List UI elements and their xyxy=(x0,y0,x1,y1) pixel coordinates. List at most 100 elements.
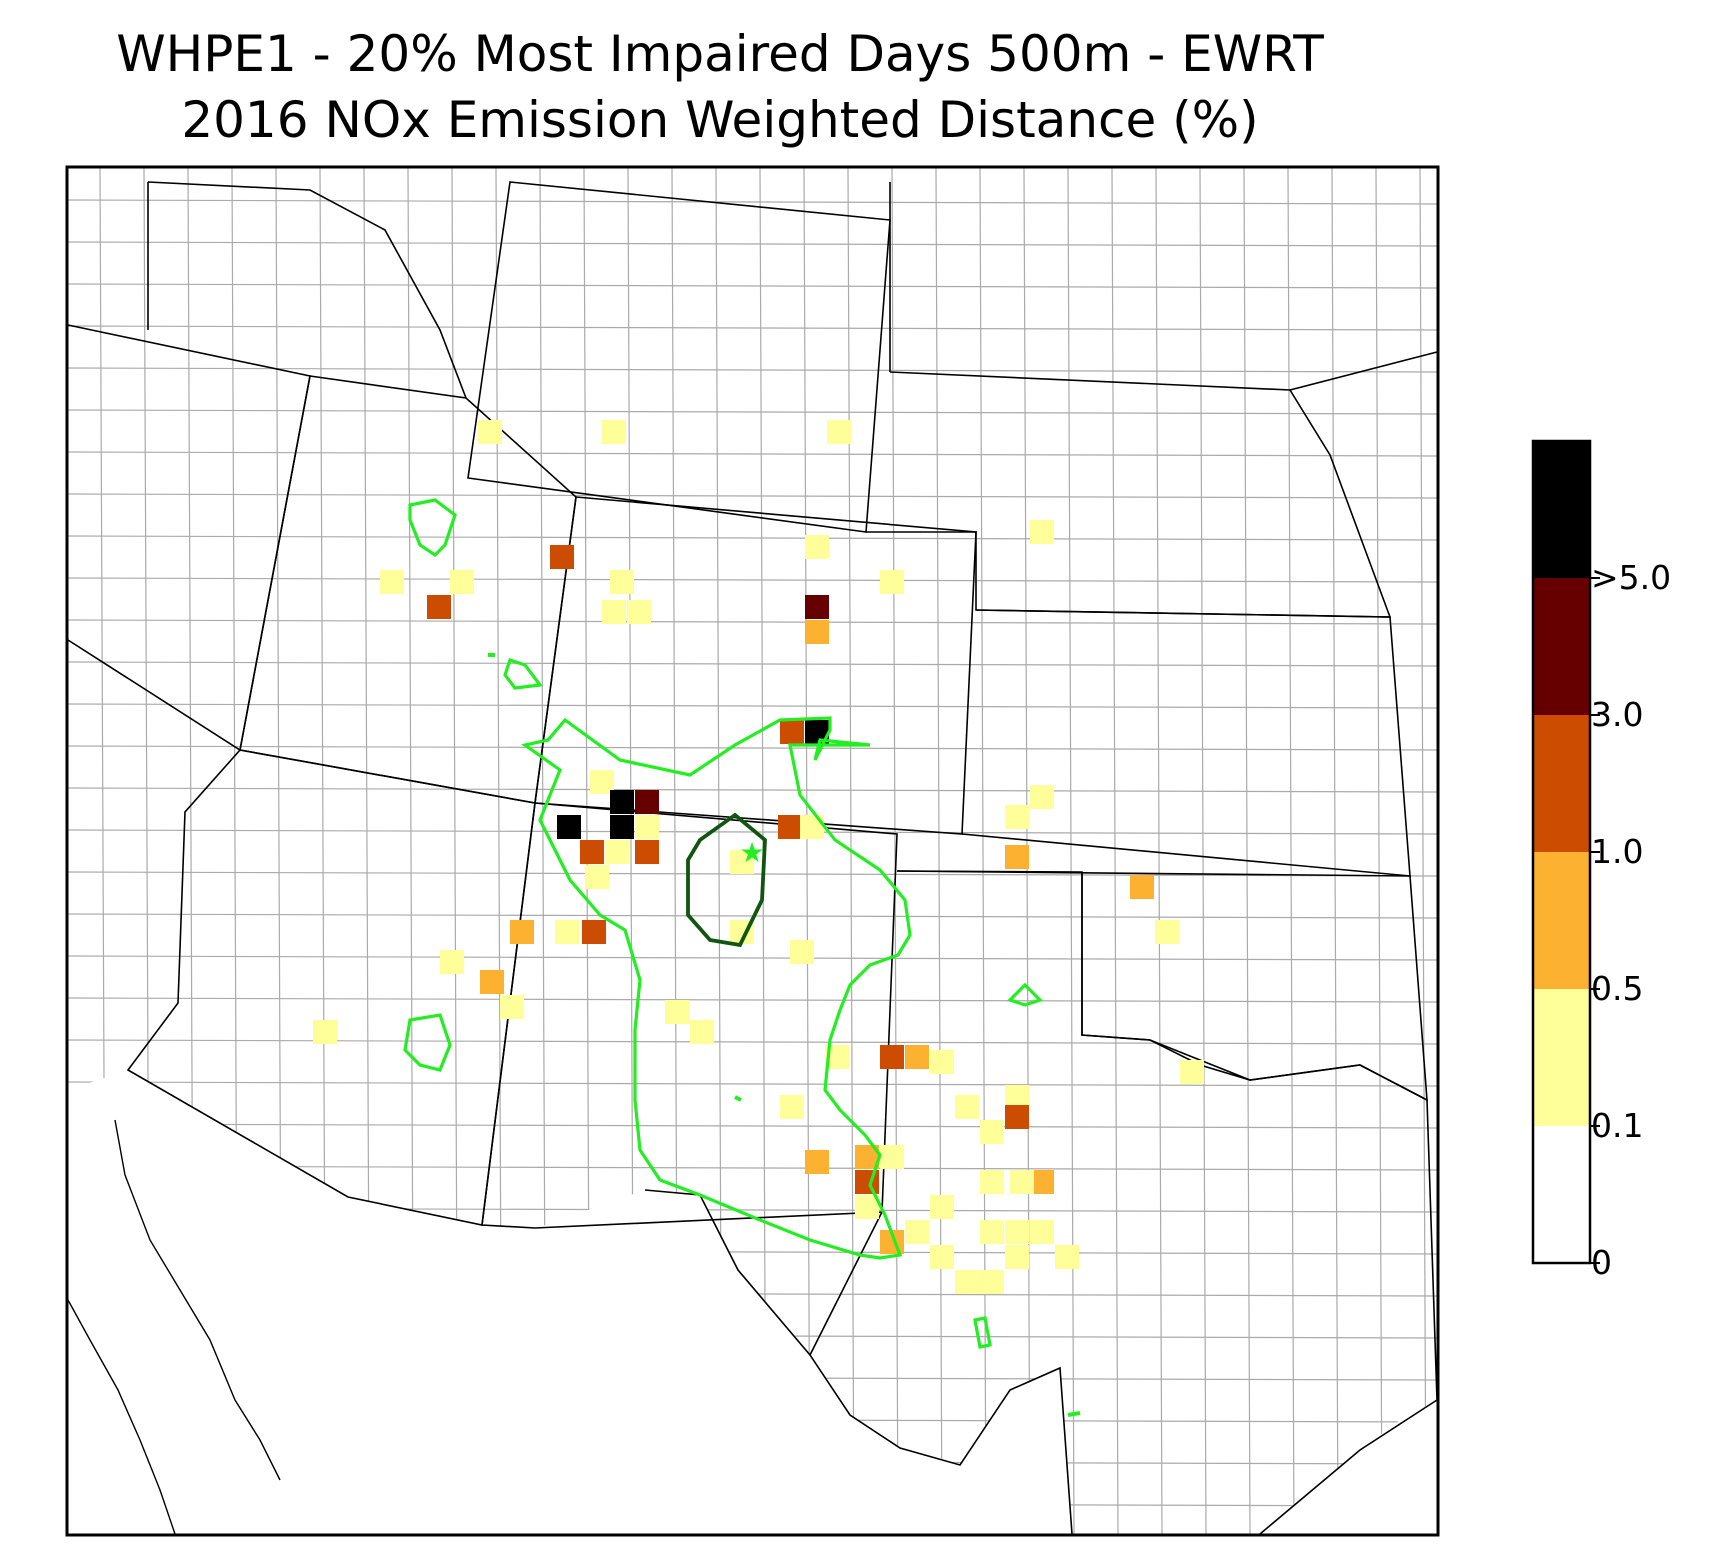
emission-cell xyxy=(585,865,609,889)
contour-layer xyxy=(403,498,1081,1417)
emission-cell xyxy=(780,1095,804,1119)
site-marker-layer: ★ xyxy=(739,836,764,869)
emission-cell xyxy=(478,420,502,444)
site-star-icon: ★ xyxy=(739,836,764,869)
state-border-10 xyxy=(644,1189,811,1356)
county-border-line xyxy=(979,167,987,1535)
emission-cell xyxy=(602,420,626,444)
emission-cell xyxy=(557,815,581,839)
contour-utah-small xyxy=(503,657,543,690)
emission-cell xyxy=(905,1045,929,1069)
gulf-area xyxy=(1260,1400,1437,1534)
emission-cell xyxy=(800,815,824,839)
colorbar-tick-label: 3.0 xyxy=(1591,695,1644,734)
county-border-line xyxy=(1111,167,1119,1535)
emission-cell xyxy=(805,620,829,644)
county-border-line xyxy=(1287,167,1295,1535)
emission-cell xyxy=(980,1120,1004,1144)
basemap xyxy=(67,167,1438,1535)
county-border-line xyxy=(67,787,1438,793)
county-border-line xyxy=(67,199,1438,205)
emission-cell xyxy=(1010,1170,1034,1194)
county-border-line xyxy=(1155,167,1163,1535)
emission-cell xyxy=(1005,805,1029,829)
emission-cell xyxy=(778,815,802,839)
colorbar-segment xyxy=(1533,578,1590,715)
state-border-5 xyxy=(67,324,311,752)
county-border-line xyxy=(935,167,943,1535)
emission-cell xyxy=(805,535,829,559)
emission-cell xyxy=(930,1050,954,1074)
county-border-line xyxy=(1199,167,1207,1535)
emission-cell xyxy=(880,570,904,594)
emission-cell xyxy=(1030,1220,1054,1244)
colorbar-tick-label: 0.1 xyxy=(1591,1106,1644,1145)
emission-cell xyxy=(610,570,634,594)
county-border-line xyxy=(67,745,1438,751)
emission-cell xyxy=(1005,1245,1029,1269)
emission-cell xyxy=(805,1150,829,1174)
emission-cell xyxy=(880,1045,904,1069)
emission-cell xyxy=(380,570,404,594)
county-border-line xyxy=(1375,167,1383,1535)
emission-cell xyxy=(1005,1105,1029,1129)
emission-cell xyxy=(635,815,659,839)
county-border-line xyxy=(1067,167,1075,1535)
emission-cell xyxy=(930,1195,954,1219)
emission-cell xyxy=(635,840,659,864)
county-border-line xyxy=(67,619,1438,625)
contour-speck-3 xyxy=(1067,1411,1081,1417)
county-border-line xyxy=(67,661,1438,667)
county-border-line xyxy=(891,167,899,1535)
emission-cell xyxy=(500,995,524,1019)
emission-cell xyxy=(627,600,651,624)
colorbar-segment xyxy=(1533,852,1590,989)
contour-utah-north xyxy=(408,498,457,558)
emission-cell xyxy=(550,545,574,569)
colorbar-tick-label: >5.0 xyxy=(1591,558,1672,597)
emission-cell xyxy=(510,920,534,944)
county-border-line xyxy=(1331,167,1339,1535)
mexico-area xyxy=(68,1070,1072,1534)
county-border-line xyxy=(67,493,1438,499)
emission-cell xyxy=(450,570,474,594)
county-border-line xyxy=(1419,167,1427,1535)
emission-cell xyxy=(313,1020,337,1044)
emission-cell xyxy=(780,720,804,744)
county-border-line xyxy=(67,955,1438,961)
contour-speck-2 xyxy=(734,1095,742,1102)
colorbar xyxy=(1531,439,1600,1265)
emission-cell xyxy=(1005,1220,1029,1244)
emission-cell xyxy=(1180,1060,1204,1084)
state-border-4 xyxy=(126,749,536,1226)
state-border-11 xyxy=(147,182,891,372)
county-border-line xyxy=(67,1081,1438,1087)
county-border-line xyxy=(67,1039,1438,1045)
emission-cell xyxy=(480,970,504,994)
county-border-line xyxy=(67,325,1438,331)
emission-cell xyxy=(665,1000,689,1024)
contour-outer-main xyxy=(521,716,912,1260)
emission-cell xyxy=(635,790,659,814)
emission-cell xyxy=(980,1270,1004,1294)
colorbar-segment xyxy=(1533,1126,1590,1263)
county-border-line xyxy=(67,283,1438,289)
county-border-line xyxy=(67,577,1438,583)
emission-cell xyxy=(855,1195,879,1219)
emission-cell xyxy=(980,1170,1004,1194)
emission-cell xyxy=(555,920,579,944)
emission-cell xyxy=(602,600,626,624)
emission-cell xyxy=(605,840,629,864)
emission-cell xyxy=(880,1145,904,1169)
colorbar-segment xyxy=(1533,715,1590,852)
emission-cell xyxy=(580,840,604,864)
contour-arizona xyxy=(403,1013,452,1072)
emission-cell xyxy=(582,920,606,944)
colorbar-segment xyxy=(1533,989,1590,1126)
county-border-line xyxy=(1243,167,1251,1535)
state-borders xyxy=(67,181,1438,1535)
state-border-13 xyxy=(1289,351,1438,391)
emission-cell xyxy=(1030,785,1054,809)
map-title-line-2: 2016 NOx Emission Weighted Distance (%) xyxy=(181,91,1259,149)
